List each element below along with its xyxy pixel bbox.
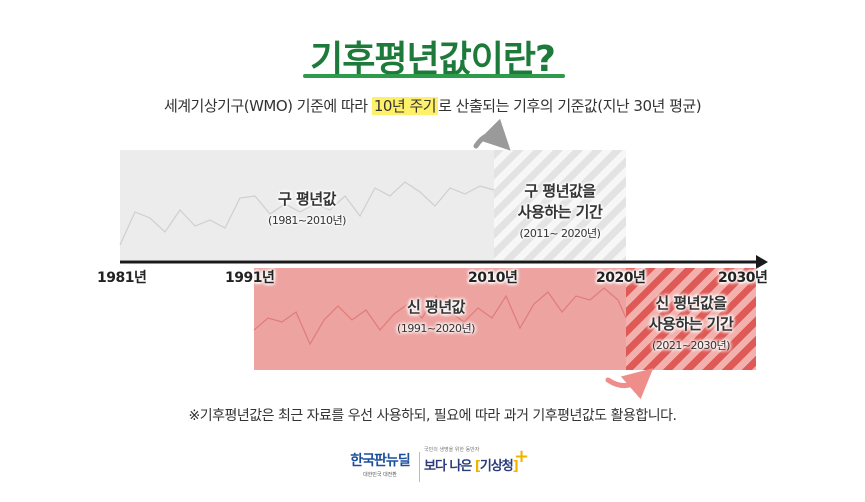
- korea-new-deal-logo: 한국판뉴딜 대한민국 대전환: [345, 450, 415, 478]
- old-usage-label: 구 평년값을 사용하는 기간 (2011~ 2020년): [496, 180, 624, 241]
- old-usage-range: (2011~ 2020년): [519, 227, 601, 240]
- new-usage-label: 신 평년값을 사용하는 기간 (2021~2030년): [628, 292, 754, 353]
- old-usage-line1: 구 평년값을: [524, 182, 596, 200]
- page-title: 기후평년값이란?: [310, 39, 556, 80]
- subtitle-highlight: 10년 주기: [371, 97, 439, 115]
- new-normal-usage-box: [626, 268, 756, 370]
- old-to-usage-arrow-icon: [473, 118, 511, 151]
- year-1991-label: 1991년: [225, 270, 275, 286]
- old-normal-range: (1981~2010년): [268, 214, 346, 227]
- logo-divider: [419, 452, 420, 482]
- old-normal-trend-line: [119, 181, 495, 246]
- kma-name: 기상청: [479, 459, 514, 474]
- kma-slogan: 보다 나은: [424, 459, 472, 474]
- timeline-arrowhead: [756, 255, 768, 269]
- title-underline: [303, 74, 565, 78]
- kma-slogan-small: 국민의 생명을 위한 동반자: [424, 447, 480, 453]
- old-normal-label: 구 평년값 (1981~2010년): [257, 188, 357, 228]
- old-usage-line2: 사용하는 기간: [517, 203, 603, 221]
- new-normal-label: 신 평년값 (1991~2020년): [386, 296, 486, 336]
- kma-bracket-close-icon: ]: [512, 459, 519, 474]
- subtitle: 세계기상기구(WMO) 기준에 따라 10년 주기 로 산출되는 기후의 기준값(…: [0, 95, 865, 116]
- kma-bracket-icon: [: [474, 459, 481, 474]
- new-normal-range: (1991~2020년): [397, 322, 475, 335]
- korea-new-deal-name: 한국판뉴딜: [350, 453, 410, 469]
- korea-new-deal-sub: 대한민국 대전환: [363, 472, 397, 478]
- year-1981-label: 1981년: [97, 270, 147, 286]
- old-normal-usage-box: [494, 150, 626, 260]
- kma-plus-icon: +: [514, 446, 530, 467]
- old-normal-title: 구 평년값: [278, 190, 336, 208]
- new-normal-title: 신 평년값: [407, 298, 465, 316]
- year-2010-label: 2010년: [468, 270, 518, 286]
- footnote: ※기후평년값은 최근 자료를 우선 사용하되, 필요에 따라 과거 기후평년값도…: [188, 408, 677, 424]
- new-to-usage-arrow-icon: [605, 368, 654, 400]
- new-usage-line2: 사용하는 기간: [648, 315, 734, 333]
- year-2020-label: 2020년: [596, 270, 646, 286]
- new-normal-trend-line: [253, 287, 627, 346]
- subtitle-text-before: 세계기상기구(WMO) 기준에 따라: [163, 97, 372, 115]
- kma-logo: 국민의 생명을 위한 동반자 보다 나은 [기상청] +: [424, 446, 529, 474]
- old-normal-period-box: [120, 150, 494, 260]
- new-usage-line1: 신 평년값을: [655, 294, 727, 312]
- subtitle-text-after: 로 산출되는 기후의 기준값(지난 30년 평균): [438, 97, 702, 115]
- new-usage-range: (2021~2030년): [652, 339, 730, 352]
- new-normal-period-box: [254, 268, 626, 370]
- kma-wordmark: 보다 나은 [기상청]: [424, 455, 524, 474]
- year-2030-label: 2030년: [718, 270, 768, 286]
